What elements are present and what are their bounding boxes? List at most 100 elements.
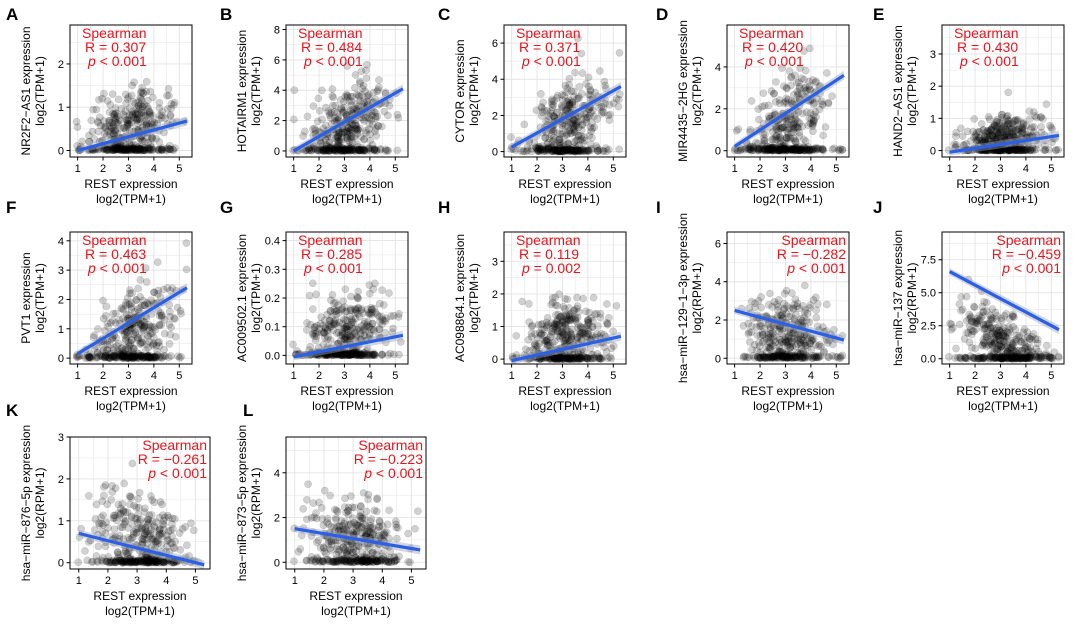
data-point [140, 146, 149, 155]
data-point [789, 121, 798, 129]
data-point [577, 145, 586, 154]
data-point [321, 144, 330, 153]
data-point [343, 134, 352, 143]
data-point [812, 313, 821, 322]
data-point [555, 147, 564, 156]
data-point [116, 145, 124, 153]
data-point [344, 146, 352, 154]
data-point [357, 145, 366, 154]
data-point [577, 49, 586, 58]
data-point [566, 104, 575, 113]
y-axis-title: MIR4435−2HG expression [676, 20, 690, 162]
data-point [346, 125, 355, 133]
data-point [123, 116, 132, 124]
data-point [344, 145, 353, 154]
data-point [556, 139, 564, 147]
data-point [574, 146, 582, 155]
data-point [602, 144, 610, 152]
data-point [770, 146, 779, 154]
data-point [132, 105, 141, 113]
data-point [537, 145, 546, 154]
data-point [605, 101, 614, 109]
data-point [775, 146, 784, 155]
data-point [787, 146, 795, 154]
data-point [372, 131, 381, 140]
data-point [337, 146, 345, 155]
data-point [555, 135, 564, 144]
data-point [114, 347, 122, 355]
data-point [141, 112, 150, 120]
data-point [125, 138, 134, 147]
data-point [370, 145, 379, 154]
data-point [590, 123, 599, 132]
data-point [178, 525, 187, 533]
data-point [318, 142, 326, 151]
data-point [339, 107, 347, 115]
y-tick-label: 3 [492, 256, 498, 268]
data-point [351, 125, 360, 133]
data-point [1008, 312, 1017, 321]
data-point [575, 146, 584, 155]
data-point [355, 124, 364, 133]
x-axis-unit: log2(TPM+1) [753, 399, 823, 413]
data-point [805, 77, 813, 86]
data-point [111, 116, 119, 124]
p-value: p = 0.002 [521, 260, 581, 276]
data-point [544, 143, 553, 152]
data-point [359, 145, 367, 154]
data-point [129, 143, 138, 152]
data-point [1025, 353, 1034, 362]
data-point [782, 117, 791, 125]
data-point [805, 114, 814, 123]
data-point [140, 146, 149, 155]
data-point [532, 144, 541, 152]
data-point [534, 145, 543, 154]
data-point [776, 124, 785, 133]
y-axis-unit: log2(TPM+1) [249, 56, 263, 126]
data-point [383, 146, 392, 155]
data-point [737, 145, 746, 154]
data-point [972, 325, 981, 333]
data-point [563, 84, 572, 93]
data-point [540, 146, 549, 155]
data-point [322, 141, 331, 149]
data-point [346, 133, 355, 141]
data-point [760, 101, 769, 110]
data-point [118, 146, 126, 154]
data-point [139, 89, 148, 97]
data-point [780, 123, 788, 132]
data-point [765, 145, 773, 153]
data-point [765, 145, 773, 154]
data-point [563, 145, 571, 154]
data-point [158, 108, 167, 116]
data-point [570, 116, 578, 124]
data-point [322, 146, 331, 155]
data-point [603, 147, 611, 155]
data-point [161, 114, 169, 123]
y-tick-label: 2 [274, 116, 280, 128]
data-point [1022, 145, 1031, 154]
data-point [565, 101, 574, 109]
data-point [371, 145, 379, 153]
data-point [558, 102, 566, 110]
data-point [781, 139, 790, 148]
data-point [382, 145, 390, 154]
y-tick-label: 4 [58, 236, 64, 248]
data-point [334, 130, 343, 139]
y-tick-label: 0 [58, 353, 64, 365]
data-point [122, 116, 131, 124]
data-point [123, 119, 132, 127]
data-point [144, 104, 152, 113]
data-point [520, 147, 528, 156]
data-point [166, 526, 175, 535]
data-point [828, 92, 836, 100]
data-point [776, 145, 785, 154]
data-point [582, 110, 590, 118]
data-point [750, 144, 758, 153]
data-point [547, 131, 556, 139]
scatter-points [730, 44, 847, 155]
data-point [315, 107, 324, 115]
data-point [570, 147, 579, 155]
data-point [559, 103, 567, 112]
panel-border [503, 24, 627, 158]
